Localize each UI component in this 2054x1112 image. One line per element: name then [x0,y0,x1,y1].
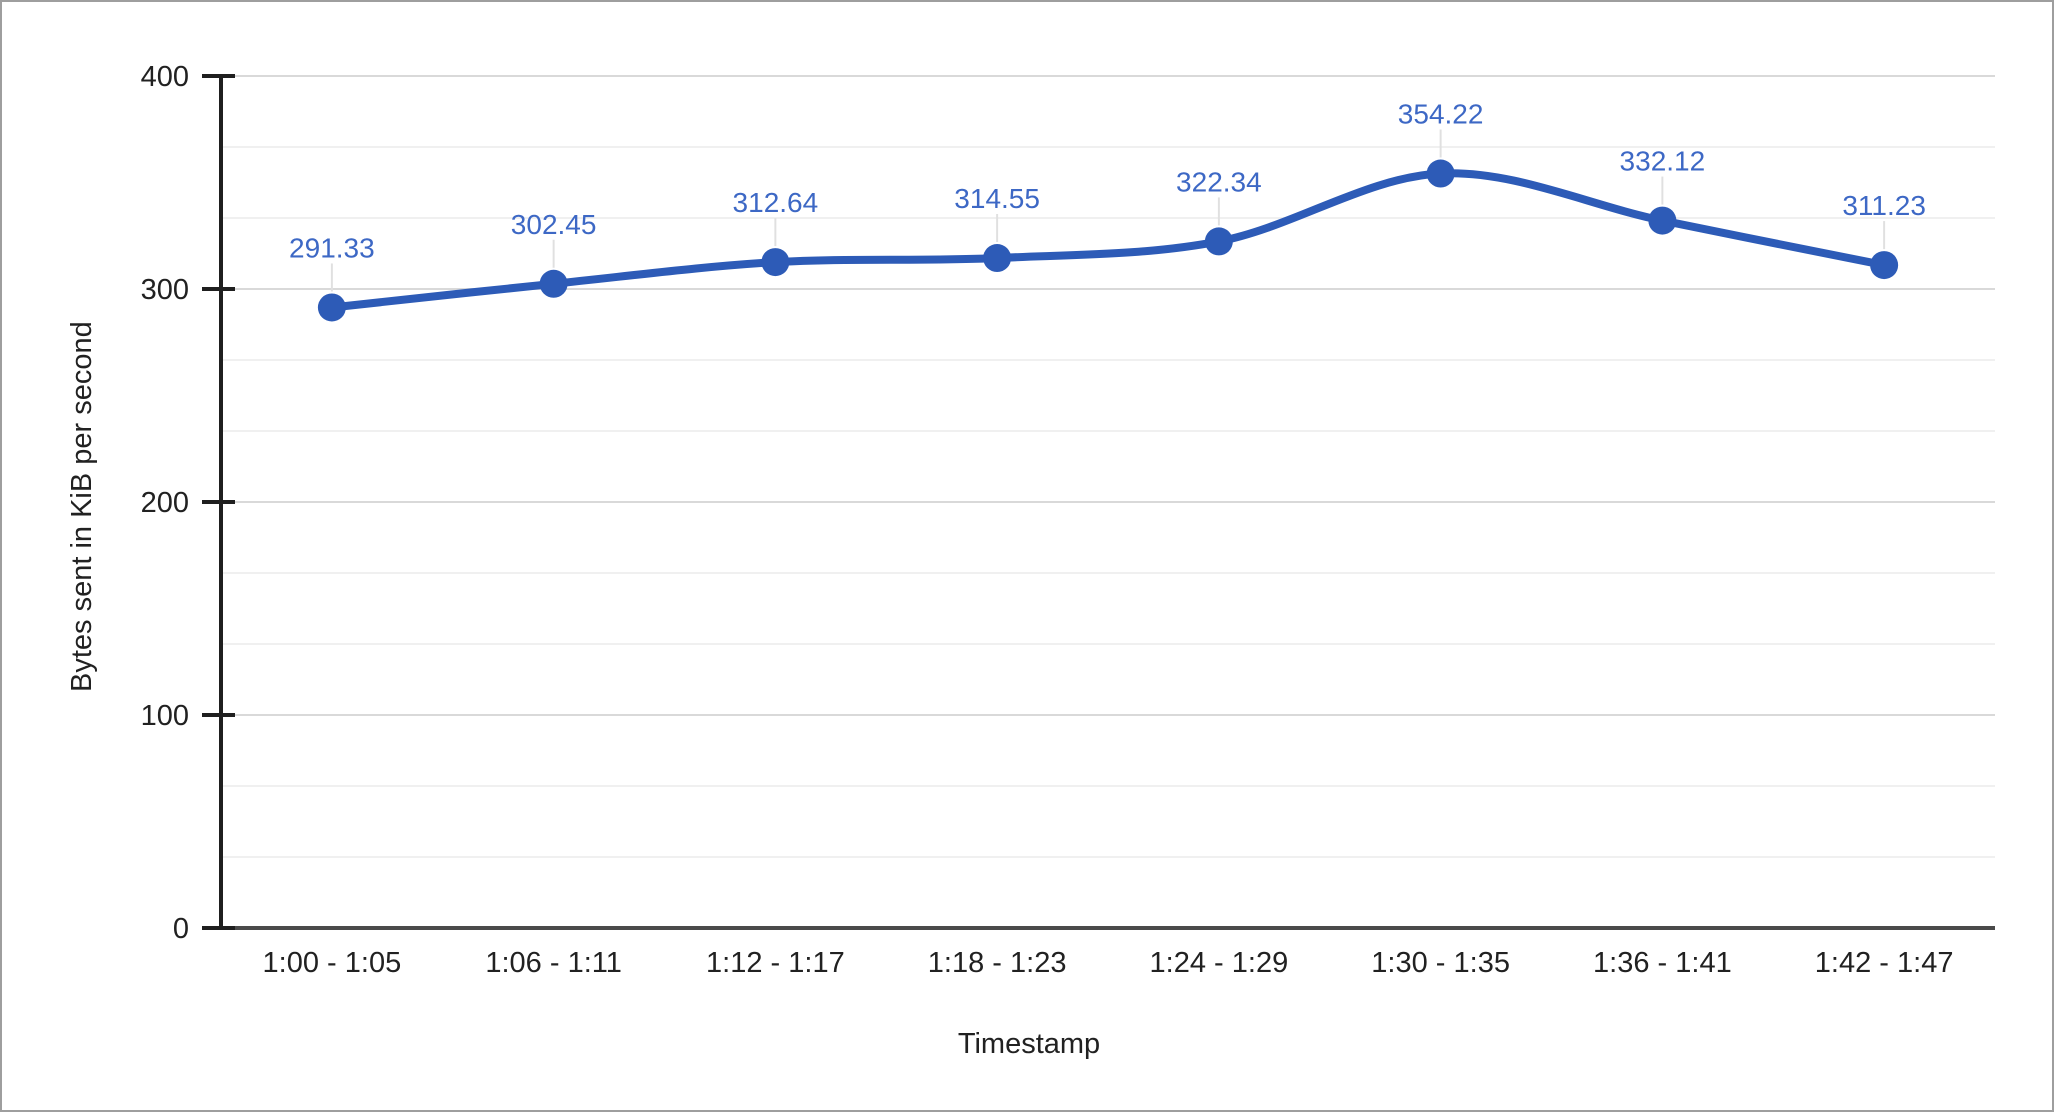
x-tick-label: 1:24 - 1:29 [1150,947,1289,979]
y-tick-label: 400 [141,61,189,93]
x-axis-title: Timestamp [957,1028,1101,1060]
x-tick-label: 1:00 - 1:05 [263,947,402,979]
y-tick-label: 100 [141,700,189,732]
data-point-marker[interactable] [1870,251,1899,280]
y-axis-title: Bytes sent in KiB per second [66,321,98,693]
data-label: 302.45 [511,209,597,240]
x-tick-label: 1:30 - 1:35 [1371,947,1510,979]
series-line [327,169,1889,312]
y-tick-label: 300 [141,274,189,306]
y-tick-label: 0 [173,913,189,945]
data-point-marker[interactable] [1204,227,1233,256]
data-point-marker[interactable] [761,248,790,277]
data-label: 332.12 [1620,146,1706,177]
data-label: 312.64 [733,187,819,218]
data-point-marker[interactable] [1426,159,1455,188]
y-tick-label: 200 [141,487,189,519]
data-point-marker[interactable] [983,244,1012,273]
x-tick-label: 1:12 - 1:17 [706,947,845,979]
data-label: 314.55 [954,183,1040,214]
x-tick-label: 1:36 - 1:41 [1593,947,1732,979]
x-tick-label: 1:18 - 1:23 [928,947,1067,979]
data-point-marker[interactable] [1648,206,1677,235]
data-point-marker[interactable] [539,269,568,298]
x-tick-label: 1:06 - 1:11 [485,947,622,979]
data-point-marker[interactable] [317,293,346,322]
data-label: 354.22 [1398,99,1484,130]
data-label: 291.33 [289,232,375,263]
data-label: 311.23 [1842,190,1926,221]
data-label: 322.34 [1176,166,1262,197]
x-tick-label: 1:42 - 1:47 [1815,947,1954,979]
